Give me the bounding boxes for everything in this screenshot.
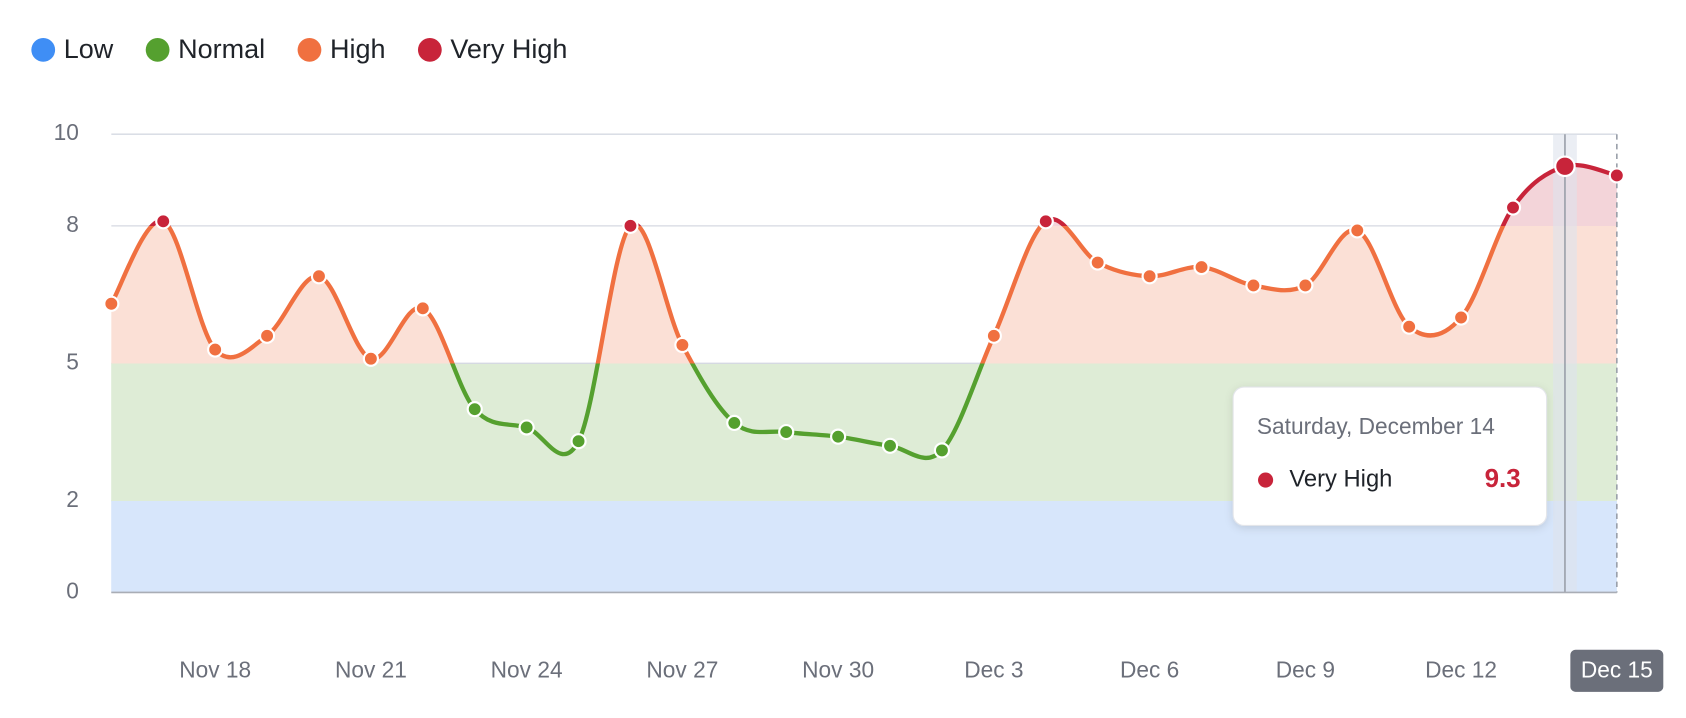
point [830,428,847,445]
point [985,327,1002,344]
point [570,433,587,450]
point [881,437,899,454]
point [778,423,795,441]
point [726,414,743,432]
x-tick-label: Dec 3 [964,656,1023,682]
x-tick-label: Nov 30 [802,656,874,682]
tooltip: Saturday, December 14 Very High 9.3 [1232,386,1548,526]
x-tick-label: Nov 21 [335,656,407,682]
legend-marker [297,38,322,62]
tooltip-title: Saturday, December 14 [1257,413,1495,439]
point [103,295,120,312]
x-tick-label: Dec 12 [1425,656,1497,682]
point [1452,309,1470,326]
point [155,213,172,230]
point [1089,254,1106,271]
tooltip-label: Very High [1289,465,1392,492]
y-tick-label: 5 [66,348,79,374]
x-tick-label: Dec 9 [1276,656,1335,682]
y-tick-label: 8 [66,211,79,237]
legend-label: Normal [178,34,265,64]
point [258,327,276,344]
legend-label: Low [64,34,114,64]
x-tick-label: Dec 6 [1120,656,1179,682]
point [310,268,328,285]
x-tick-label: Nov 27 [646,656,718,682]
point [414,300,431,317]
legend-marker [145,38,170,62]
tooltip-box [1232,386,1548,526]
x-tick-label: Dec 15 [1581,656,1653,682]
point [674,336,691,354]
point [933,442,951,459]
y-tick-label: 2 [66,486,79,512]
point [518,419,535,436]
point [1504,199,1522,216]
point [1349,222,1366,239]
legend-marker [31,38,56,62]
x-tick-label: Nov 24 [491,656,563,682]
y-tick-label: 0 [66,577,79,603]
point [1297,277,1314,294]
point [1037,213,1054,230]
point [207,341,224,358]
x-tick-highlight [1570,649,1664,692]
point [622,217,639,234]
point [1141,268,1158,285]
legend-label: Very High [450,34,567,64]
legend-marker [417,38,442,62]
point [1401,318,1418,335]
point [1608,167,1625,184]
x-tick-label: Nov 18 [179,656,251,682]
point [466,401,483,418]
y-tick-label: 10 [54,119,79,145]
point [1554,155,1576,178]
point [1245,277,1262,294]
tooltip-dot [1258,472,1274,488]
legend-label: High [330,34,386,64]
tooltip-value: 9.3 [1485,465,1521,493]
point [362,350,379,367]
point [1193,258,1210,276]
